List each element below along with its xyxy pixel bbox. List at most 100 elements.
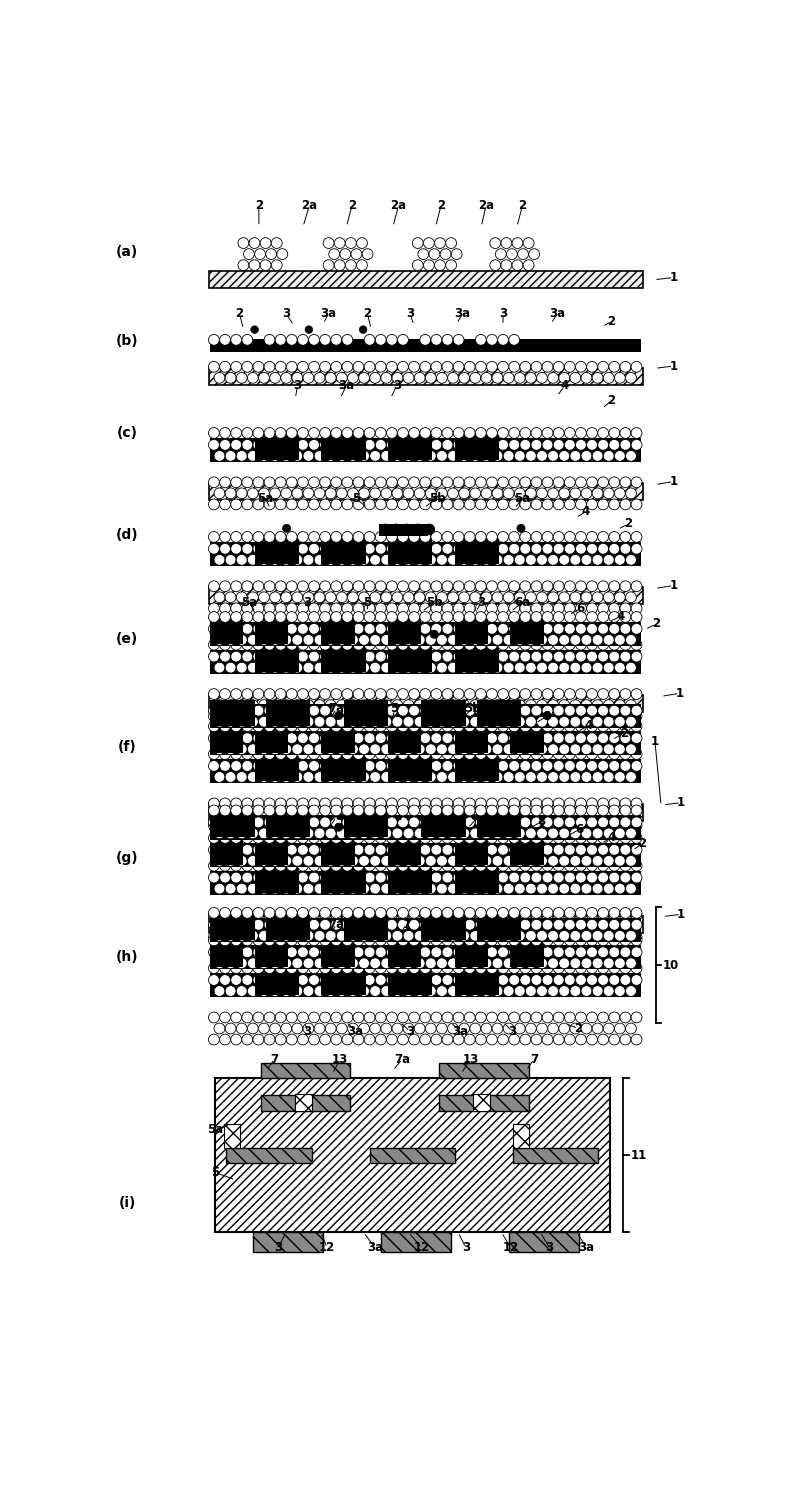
Circle shape <box>264 1012 275 1023</box>
Circle shape <box>358 744 370 754</box>
Circle shape <box>458 662 470 672</box>
Circle shape <box>431 798 442 808</box>
Circle shape <box>564 711 575 722</box>
Circle shape <box>342 334 353 346</box>
Circle shape <box>453 581 464 592</box>
Circle shape <box>442 711 453 722</box>
Bar <box>262 1096 350 1111</box>
Circle shape <box>275 910 286 920</box>
Circle shape <box>292 450 302 461</box>
Circle shape <box>620 820 631 830</box>
Circle shape <box>492 930 503 941</box>
Circle shape <box>309 820 319 830</box>
Circle shape <box>526 828 536 839</box>
Circle shape <box>314 744 325 754</box>
Circle shape <box>358 883 370 895</box>
Text: 4: 4 <box>584 719 592 732</box>
Circle shape <box>242 932 253 942</box>
Circle shape <box>270 716 281 728</box>
Bar <box>209 483 642 499</box>
Circle shape <box>586 705 598 716</box>
Circle shape <box>258 1023 270 1033</box>
Circle shape <box>353 935 364 945</box>
Circle shape <box>614 555 626 565</box>
Circle shape <box>453 1035 464 1045</box>
Circle shape <box>548 986 558 996</box>
Text: 5: 5 <box>352 492 360 505</box>
Circle shape <box>631 963 642 974</box>
Circle shape <box>253 652 264 662</box>
Circle shape <box>379 523 390 535</box>
Circle shape <box>537 856 547 866</box>
Circle shape <box>531 1012 542 1023</box>
Circle shape <box>347 699 358 711</box>
Circle shape <box>298 732 308 744</box>
Circle shape <box>503 957 514 969</box>
Circle shape <box>448 921 458 932</box>
Bar <box>254 538 299 564</box>
Circle shape <box>220 860 230 871</box>
Circle shape <box>220 798 230 808</box>
Circle shape <box>309 499 319 510</box>
Text: 5b: 5b <box>426 596 443 608</box>
Circle shape <box>386 844 398 856</box>
Text: 2: 2 <box>652 617 661 631</box>
Circle shape <box>575 428 586 438</box>
Circle shape <box>431 908 442 918</box>
Circle shape <box>214 488 225 499</box>
Circle shape <box>298 817 308 828</box>
Bar <box>210 914 254 939</box>
Circle shape <box>570 555 581 565</box>
Circle shape <box>542 440 553 450</box>
Circle shape <box>342 860 353 871</box>
Circle shape <box>409 611 419 622</box>
Circle shape <box>253 477 264 488</box>
Circle shape <box>631 611 642 622</box>
Circle shape <box>298 428 308 438</box>
Circle shape <box>526 986 536 996</box>
Circle shape <box>586 532 598 543</box>
Circle shape <box>398 440 409 450</box>
Circle shape <box>292 1023 302 1033</box>
Circle shape <box>506 249 518 259</box>
Circle shape <box>486 722 498 732</box>
Circle shape <box>414 373 425 383</box>
Circle shape <box>420 652 430 662</box>
Circle shape <box>314 1023 325 1033</box>
Circle shape <box>225 373 236 383</box>
Circle shape <box>375 581 386 592</box>
Circle shape <box>286 820 297 830</box>
Circle shape <box>242 908 253 918</box>
Circle shape <box>309 935 319 945</box>
Circle shape <box>403 921 414 932</box>
Circle shape <box>570 957 581 969</box>
Circle shape <box>381 957 392 969</box>
Circle shape <box>309 334 319 346</box>
Circle shape <box>358 592 370 602</box>
Circle shape <box>631 705 642 716</box>
Circle shape <box>554 499 564 510</box>
Circle shape <box>575 935 586 945</box>
Circle shape <box>531 748 542 759</box>
Circle shape <box>220 1035 230 1045</box>
Circle shape <box>247 488 258 499</box>
Circle shape <box>331 722 342 732</box>
Circle shape <box>331 1012 342 1023</box>
Circle shape <box>464 760 475 771</box>
Text: 5: 5 <box>210 1166 219 1179</box>
Circle shape <box>559 635 570 646</box>
Circle shape <box>626 930 636 941</box>
Circle shape <box>214 883 225 895</box>
Circle shape <box>631 935 642 945</box>
Bar <box>388 941 422 968</box>
Circle shape <box>353 908 364 918</box>
Circle shape <box>514 957 525 969</box>
Circle shape <box>258 957 270 969</box>
Circle shape <box>386 760 398 771</box>
Circle shape <box>364 543 375 555</box>
Circle shape <box>486 805 498 816</box>
Circle shape <box>581 488 592 499</box>
Circle shape <box>409 963 419 974</box>
Circle shape <box>542 1012 553 1023</box>
Circle shape <box>225 450 236 461</box>
